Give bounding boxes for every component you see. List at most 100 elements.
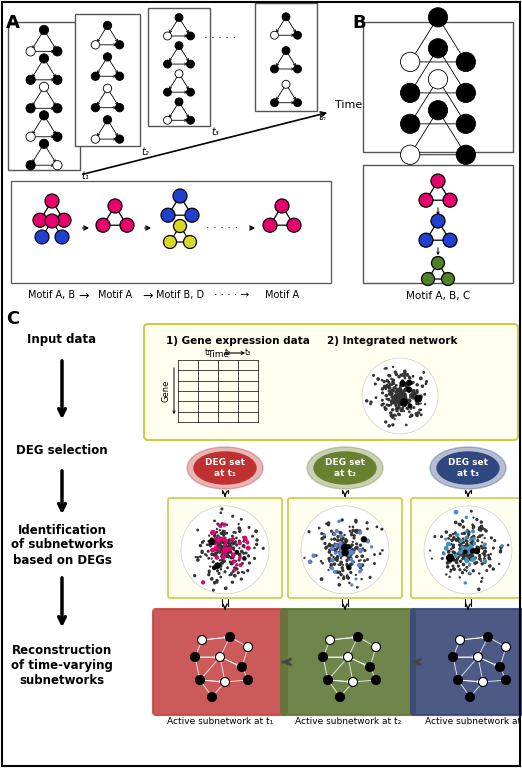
- Circle shape: [453, 534, 454, 535]
- Circle shape: [467, 549, 469, 551]
- Circle shape: [218, 550, 220, 552]
- Circle shape: [329, 560, 330, 562]
- Circle shape: [217, 535, 219, 537]
- Circle shape: [466, 567, 468, 568]
- Circle shape: [456, 539, 457, 541]
- Circle shape: [349, 677, 358, 687]
- Circle shape: [388, 375, 389, 376]
- Circle shape: [224, 545, 227, 548]
- Circle shape: [329, 545, 331, 546]
- Circle shape: [341, 555, 342, 557]
- Circle shape: [219, 530, 220, 531]
- Circle shape: [507, 545, 509, 546]
- Circle shape: [331, 559, 334, 561]
- Circle shape: [484, 558, 485, 559]
- Circle shape: [175, 14, 183, 22]
- Circle shape: [217, 570, 218, 571]
- Circle shape: [411, 396, 412, 398]
- Circle shape: [463, 555, 465, 558]
- Circle shape: [450, 569, 452, 571]
- Circle shape: [461, 571, 464, 574]
- Circle shape: [374, 383, 376, 385]
- Circle shape: [331, 547, 333, 548]
- Circle shape: [340, 549, 342, 551]
- Circle shape: [293, 99, 302, 107]
- Circle shape: [461, 550, 462, 551]
- Circle shape: [450, 539, 452, 540]
- Circle shape: [500, 550, 502, 551]
- Circle shape: [479, 535, 481, 537]
- Circle shape: [236, 551, 238, 552]
- Circle shape: [458, 538, 459, 540]
- Circle shape: [333, 545, 335, 547]
- Circle shape: [339, 554, 341, 556]
- Ellipse shape: [194, 452, 256, 484]
- Circle shape: [208, 693, 217, 701]
- Circle shape: [448, 550, 450, 552]
- Circle shape: [403, 396, 405, 398]
- Circle shape: [223, 535, 224, 536]
- Circle shape: [219, 560, 220, 561]
- Circle shape: [470, 559, 472, 561]
- Circle shape: [468, 557, 470, 558]
- Circle shape: [472, 535, 475, 538]
- Circle shape: [488, 554, 489, 556]
- Circle shape: [344, 551, 346, 552]
- Text: Motif A: Motif A: [265, 290, 299, 300]
- Circle shape: [345, 549, 347, 551]
- Circle shape: [337, 539, 339, 541]
- Circle shape: [397, 398, 398, 399]
- Circle shape: [420, 377, 422, 379]
- Circle shape: [215, 552, 217, 555]
- Circle shape: [471, 550, 473, 551]
- Circle shape: [403, 385, 405, 386]
- Circle shape: [350, 552, 352, 554]
- Circle shape: [472, 551, 476, 554]
- Circle shape: [201, 551, 203, 554]
- Circle shape: [335, 551, 336, 552]
- Circle shape: [359, 530, 361, 532]
- Circle shape: [343, 552, 346, 554]
- Circle shape: [186, 60, 195, 68]
- Circle shape: [392, 399, 395, 401]
- Circle shape: [416, 414, 418, 416]
- Circle shape: [360, 551, 361, 552]
- Circle shape: [244, 559, 245, 560]
- Circle shape: [442, 273, 455, 286]
- Circle shape: [399, 396, 402, 398]
- Circle shape: [354, 530, 357, 532]
- Circle shape: [469, 558, 470, 559]
- Circle shape: [399, 395, 401, 397]
- Circle shape: [359, 571, 361, 573]
- Circle shape: [231, 546, 232, 547]
- Circle shape: [342, 550, 348, 555]
- Circle shape: [399, 392, 401, 395]
- Circle shape: [216, 531, 218, 533]
- Circle shape: [403, 396, 405, 398]
- Circle shape: [336, 545, 337, 546]
- Circle shape: [466, 549, 467, 551]
- Circle shape: [232, 548, 234, 549]
- Circle shape: [403, 393, 405, 395]
- Circle shape: [461, 533, 462, 535]
- Circle shape: [472, 570, 474, 571]
- Circle shape: [390, 400, 393, 402]
- Circle shape: [201, 581, 205, 584]
- Circle shape: [472, 538, 475, 540]
- Circle shape: [392, 389, 393, 391]
- Circle shape: [404, 399, 406, 402]
- Circle shape: [220, 565, 222, 567]
- Circle shape: [348, 551, 350, 553]
- Circle shape: [396, 402, 397, 403]
- Circle shape: [370, 403, 371, 405]
- Circle shape: [467, 549, 468, 551]
- Circle shape: [230, 551, 232, 553]
- Text: · · · · ·: · · · · ·: [206, 223, 238, 233]
- Circle shape: [446, 574, 447, 575]
- Circle shape: [236, 545, 238, 546]
- Circle shape: [389, 393, 391, 395]
- Circle shape: [460, 553, 463, 555]
- Circle shape: [479, 527, 481, 529]
- Circle shape: [484, 551, 486, 552]
- Circle shape: [325, 535, 326, 536]
